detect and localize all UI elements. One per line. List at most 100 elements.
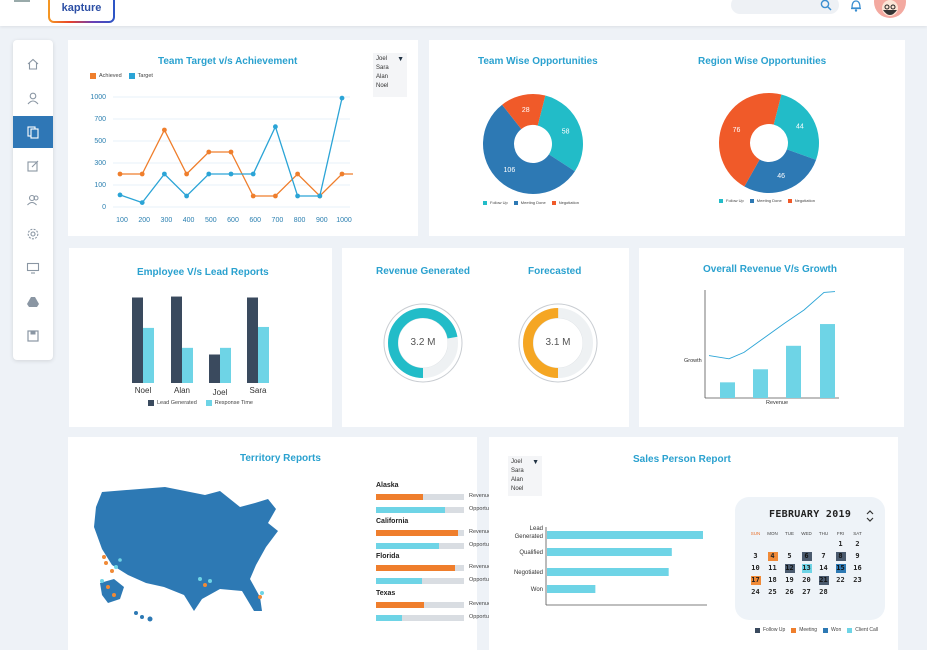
calendar-day[interactable]: 2 [855, 540, 860, 548]
calendar-day[interactable]: 8 [835, 552, 846, 561]
employee-legend: Lead Generated Response Time [148, 400, 253, 406]
territory-title: Territory Reports [240, 453, 321, 464]
calendar-day[interactable]: 6 [801, 552, 812, 561]
calendar-day-cell[interactable]: 14 [815, 564, 832, 576]
calendar-day-cell[interactable]: 8 [832, 552, 849, 564]
calendar-day[interactable]: 11 [768, 564, 777, 572]
calendar-day-cell[interactable]: 19 [781, 576, 798, 588]
calendar-day[interactable]: 5 [787, 552, 792, 560]
calendar-day-cell[interactable]: 16 [849, 564, 866, 576]
calendar-day-cell[interactable]: 17 [747, 576, 764, 588]
calendar-day[interactable]: 12 [784, 564, 795, 573]
search-icon[interactable] [820, 0, 832, 11]
dropdown-arrow-icon[interactable]: ▼ [532, 459, 539, 466]
sales-person-dropdown[interactable]: Joel Sara Alan Noel ▼ [508, 456, 542, 496]
legend-label: Follow Up [726, 198, 744, 203]
sidebar-item-documents[interactable] [13, 116, 53, 148]
legend-swatch [551, 200, 556, 205]
calendar-day[interactable]: 14 [819, 564, 828, 572]
calendar-day-cell[interactable]: 22 [832, 576, 849, 588]
sidebar-item-drive[interactable] [13, 286, 53, 318]
dropdown-option[interactable]: Noel [376, 83, 389, 89]
calendar-day-cell[interactable]: 11 [764, 564, 781, 576]
calendar-day-cell[interactable]: 12 [781, 564, 798, 576]
calendar-day-cell[interactable]: 24 [747, 588, 764, 600]
category-label: Lead [530, 526, 543, 532]
calendar-day[interactable]: 28 [819, 588, 828, 596]
calendar-day-cell[interactable]: 2 [849, 540, 866, 552]
avatar[interactable] [874, 0, 906, 18]
dropdown-option[interactable]: Sara [511, 468, 524, 474]
calendar-day[interactable]: 18 [768, 576, 777, 584]
calendar-day[interactable]: 24 [751, 588, 760, 596]
calendar-day[interactable]: 21 [818, 576, 829, 585]
calendar-day[interactable]: 3 [753, 552, 758, 560]
x-tick-label: 400 [183, 217, 195, 224]
calendar-day[interactable]: 7 [821, 552, 826, 560]
calendar-day[interactable]: 19 [785, 576, 794, 584]
calendar-day-cell[interactable]: 23 [849, 576, 866, 588]
calendar-day[interactable]: 17 [750, 576, 761, 585]
dropdown-option[interactable]: Joel [376, 56, 388, 62]
kapture-logo[interactable]: kapture [48, 0, 115, 23]
sidebar-item-contacts[interactable] [13, 184, 53, 216]
calendar-day[interactable]: 16 [853, 564, 862, 572]
calendar-day[interactable]: 13 [801, 564, 812, 573]
search-input[interactable] [731, 0, 839, 14]
calendar-day[interactable]: 23 [853, 576, 862, 584]
territory-bar-row: Opportunities [376, 504, 546, 517]
sidebar-item-user[interactable] [13, 82, 53, 114]
legend-swatch [749, 198, 754, 203]
calendar-day-cell [747, 540, 764, 552]
calendar-day-cell[interactable]: 10 [747, 564, 764, 576]
sidebar-item-edit[interactable] [13, 150, 53, 182]
calendar-day[interactable]: 20 [802, 576, 811, 584]
bell-icon[interactable] [849, 0, 863, 12]
legend-swatch [847, 627, 853, 633]
dropdown-option[interactable]: Joel [511, 459, 523, 465]
calendar-day-cell[interactable]: 4 [764, 552, 781, 564]
sidebar-item-home[interactable] [13, 48, 53, 80]
calendar-day-cell[interactable]: 7 [815, 552, 832, 564]
calendar-day-cell[interactable]: 27 [798, 588, 815, 600]
calendar-day[interactable]: 4 [767, 552, 778, 561]
calendar-day[interactable]: 22 [836, 576, 845, 584]
calendar-day[interactable]: 1 [838, 540, 843, 548]
calendar-day-cell[interactable]: 3 [747, 552, 764, 564]
legend-label: Follow Up [490, 200, 508, 205]
bar-fill-revenue [376, 565, 456, 571]
dropdown-option[interactable]: Alan [376, 74, 389, 80]
dropdown-option[interactable]: Sara [376, 65, 389, 71]
employee-dropdown[interactable]: Joel Sara Alan Noel ▼ [373, 53, 407, 97]
dropdown-arrow-icon[interactable]: ▼ [397, 56, 404, 63]
month-switch-icon[interactable] [865, 509, 875, 523]
calendar-day-cell[interactable]: 15 [832, 564, 849, 576]
category-label: Negotiated [514, 570, 543, 576]
calendar-day[interactable]: 9 [855, 552, 860, 560]
calendar-day[interactable]: 27 [802, 588, 811, 596]
dropdown-option[interactable]: Alan [511, 477, 524, 483]
calendar-day-cell[interactable]: 18 [764, 576, 781, 588]
sidebar-item-monitor[interactable] [13, 252, 53, 284]
calendar-day-cell[interactable]: 26 [781, 588, 798, 600]
calendar-day-cell[interactable]: 25 [764, 588, 781, 600]
calendar-day[interactable]: 26 [785, 588, 794, 596]
dropdown-option[interactable]: Noel [511, 486, 524, 492]
calendar-day-cell[interactable]: 13 [798, 564, 815, 576]
legend-swatch [755, 627, 760, 633]
calendar-day-cell[interactable]: 20 [798, 576, 815, 588]
calendar-day-cell[interactable]: 6 [798, 552, 815, 564]
calendar-day-cell[interactable]: 1 [832, 540, 849, 552]
calendar-day-cell[interactable]: 9 [849, 552, 866, 564]
calendar-day-cell[interactable]: 5 [781, 552, 798, 564]
menu-icon[interactable] [14, 0, 30, 2]
calendar-day-cell[interactable]: 28 [815, 588, 832, 600]
calendar-day-cell[interactable]: 21 [815, 576, 832, 588]
calendar-day[interactable]: 15 [835, 564, 846, 573]
sidebar-item-settings[interactable] [13, 218, 53, 250]
calendar-day[interactable]: 25 [768, 588, 777, 596]
sidebar-item-save[interactable] [13, 320, 53, 352]
calendar-day[interactable]: 10 [751, 564, 760, 572]
x-tick-label: 300 [161, 217, 173, 224]
revenue-card: Revenue Generated Forecasted 3.2 M 3.1 M [342, 248, 629, 427]
